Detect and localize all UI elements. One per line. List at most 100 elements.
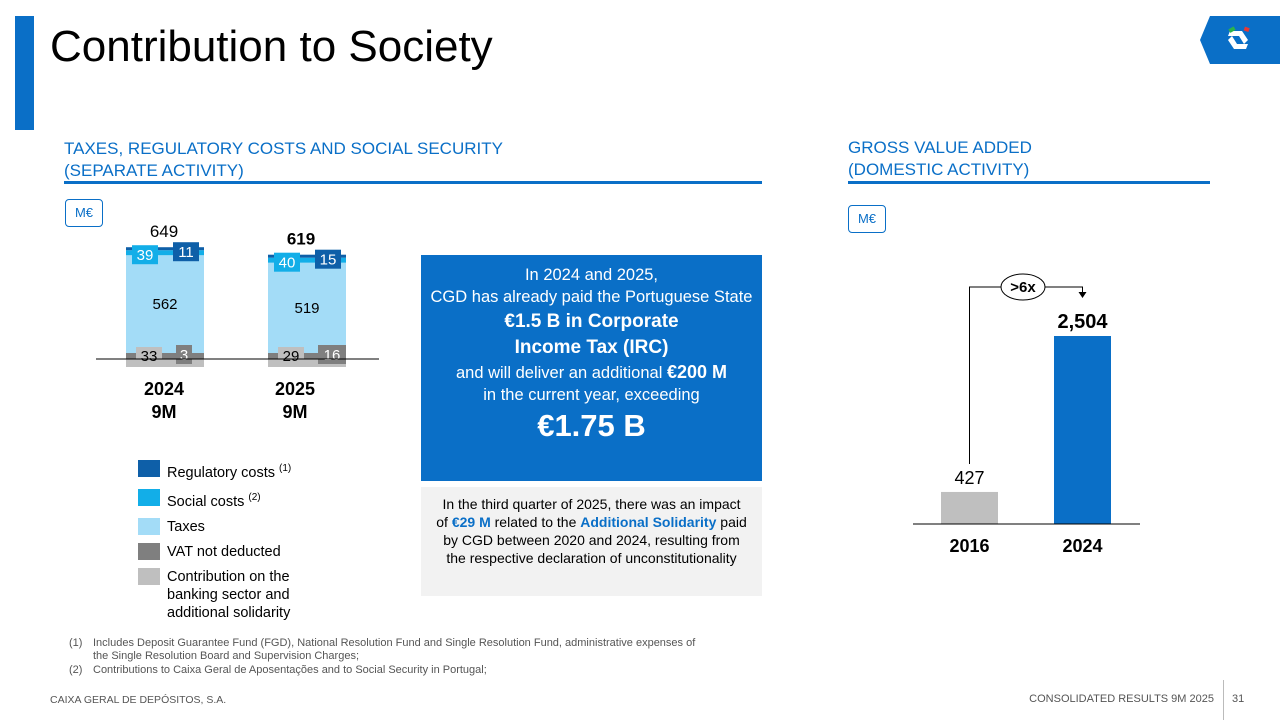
social-costs-value-label: 39	[137, 247, 154, 264]
callout-line4: in the current year, exceeding	[483, 386, 700, 404]
legend-footnote-ref: (1)	[279, 463, 292, 474]
label-box-banking	[136, 347, 162, 364]
title-accent-bar	[15, 16, 34, 130]
vat-value-label: 3	[180, 347, 188, 364]
bar-total-label: 649	[150, 225, 178, 241]
category-label: 9M	[151, 402, 176, 422]
callout-bold1: €1.5 B in Corporate	[504, 311, 679, 332]
note-highlight-amount: €29 M	[451, 514, 491, 530]
label-box-regulatory	[173, 242, 199, 262]
regulatory-costs-value-label: 15	[320, 252, 337, 269]
footer-divider	[1223, 680, 1224, 720]
left-section-title-line2: (SEPARATE ACTIVITY)	[64, 161, 244, 180]
right-section-title-line1: GROSS VALUE ADDED	[848, 138, 1032, 157]
legend-label: Social costs (2)	[167, 489, 261, 511]
legend-footnote-ref: (2)	[248, 491, 261, 503]
bar-taxes-segment	[268, 262, 346, 353]
legend-swatch	[138, 488, 160, 506]
regulatory-costs-value-label: 11	[178, 244, 194, 261]
legend-label: Regulatory costs (1)	[167, 460, 291, 482]
bar-vat-segment	[268, 353, 346, 359]
bar-taxes-segment	[126, 255, 204, 353]
callout-bold2: Income Tax (IRC)	[514, 337, 669, 358]
gva-value-label: 427	[954, 468, 984, 488]
gva-bar	[1054, 336, 1111, 524]
solidarity-note-box: In the third quarter of 2025, there was …	[421, 487, 762, 596]
footnote-text: Includes Deposit Guarantee Fund (FGD), N…	[93, 637, 696, 662]
callout-line1: In 2024 and 2025,	[524, 266, 659, 284]
gva-bar-chart: 427 2016 2,504 2024 >6x	[913, 273, 1140, 556]
left-section-title: TAXES, REGULATORY COSTS AND SOCIAL SECUR…	[64, 138, 503, 182]
legend-swatch	[138, 542, 160, 560]
note-text-1: In the third quarter of 2025, there was …	[436, 496, 741, 530]
callout-line3: and will deliver an additional €200 M	[421, 361, 762, 384]
irc-callout-box: In 2024 and 2025, CGD has already paid t…	[421, 255, 762, 481]
legend-item: Social costs (2)	[138, 488, 328, 511]
legend-label: VAT not deducted	[167, 543, 281, 561]
growth-annotation-bubble	[1000, 273, 1046, 301]
label-box-banking	[278, 347, 304, 364]
legend-item: Regulatory costs (1)	[138, 460, 328, 482]
bar-total-label: 619	[287, 230, 315, 249]
label-box-social	[274, 252, 300, 272]
legend-item: Contribution on the banking sector and a…	[138, 567, 328, 622]
bar-vat-segment	[126, 353, 204, 359]
footnote-number: (1)	[69, 637, 83, 649]
bar-banking-contribution	[126, 359, 204, 367]
bar-regulatory-segment	[126, 247, 204, 251]
category-label: 2024	[144, 379, 184, 399]
banking-contribution-value-label: 29	[283, 348, 300, 365]
footnotes: (1) Includes Deposit Guarantee Fund (FGD)…	[69, 637, 709, 678]
cgd-logo-icon	[1228, 26, 1250, 49]
banking-contribution-value-label: 33	[141, 348, 158, 365]
footnote: (2) Contributions to Caixa Geral de Apose…	[69, 664, 709, 677]
footer-company: CAIXA GERAL DE DEPÓSITOS, S.A.	[50, 694, 227, 706]
growth-annotation-label: >6x	[1010, 279, 1036, 296]
solidarity-note-text: In the third quarter of 2025, there was …	[421, 487, 762, 567]
legend-label-text: Taxes	[167, 518, 205, 535]
category-label: 9M	[282, 402, 307, 422]
note-text-3: paid by CGD between 2020 and 2024, resul…	[443, 514, 747, 566]
gva-category-label: 2016	[949, 536, 989, 556]
legend-label: Contribution on the banking sector and a…	[167, 568, 328, 622]
taxes-value-label: 562	[152, 296, 177, 313]
footnote-number: (2)	[69, 664, 83, 676]
bar-regulatory-segment	[268, 254, 346, 258]
right-section-rule	[848, 181, 1210, 184]
right-section-title: GROSS VALUE ADDED (DOMESTIC ACTIVITY)	[848, 137, 1032, 181]
left-section-title-line1: TAXES, REGULATORY COSTS AND SOCIAL SECUR…	[64, 139, 503, 158]
callout-line3-amount: €200 M	[666, 362, 727, 382]
taxes-value-label: 519	[294, 300, 319, 317]
note-highlight-solidarity: Additional Solidarity	[580, 514, 717, 530]
right-section-title-line2: (DOMESTIC ACTIVITY)	[848, 160, 1030, 179]
legend-swatch	[138, 460, 160, 477]
growth-arrowhead	[1078, 292, 1087, 298]
legend-label-text: Regulatory costs	[167, 464, 275, 481]
gva-bar	[941, 491, 998, 524]
legend-label-text: Social costs	[167, 493, 245, 510]
left-section-rule	[64, 181, 762, 184]
vat-value-label: 16	[324, 347, 341, 364]
footnote-text: Contributions to Caixa Geral de Aposenta…	[93, 664, 487, 676]
callout-line2: CGD has already paid the Portuguese Stat…	[430, 288, 753, 306]
chart-legend: Regulatory costs (1) Social costs (2) Taxe…	[138, 460, 328, 629]
gva-value-label: 2,504	[1057, 311, 1108, 333]
left-unit-badge: M€	[65, 199, 103, 227]
category-label: 2025	[275, 379, 315, 399]
footer-report-name: CONSOLIDATED RESULTS 9M 2025	[1029, 693, 1214, 705]
note-text-2: related to the	[490, 514, 581, 530]
page-number: 31	[1232, 693, 1245, 705]
bar-banking-contribution	[268, 359, 346, 367]
label-box-regulatory	[315, 249, 341, 269]
social-costs-value-label: 40	[279, 255, 296, 272]
legend-item: VAT not deducted	[138, 542, 328, 561]
legend-swatch	[138, 567, 160, 585]
callout-big-amount: €1.75 B	[537, 408, 646, 443]
legend-label-text: Contribution on the banking sector and a…	[167, 568, 291, 621]
footnote: (1) Includes Deposit Guarantee Fund (FGD)…	[69, 637, 709, 663]
bar-social-segment	[126, 250, 204, 256]
legend-label: Taxes	[167, 518, 205, 536]
bar-social-segment	[268, 257, 346, 263]
legend-label-text: VAT not deducted	[167, 543, 281, 560]
